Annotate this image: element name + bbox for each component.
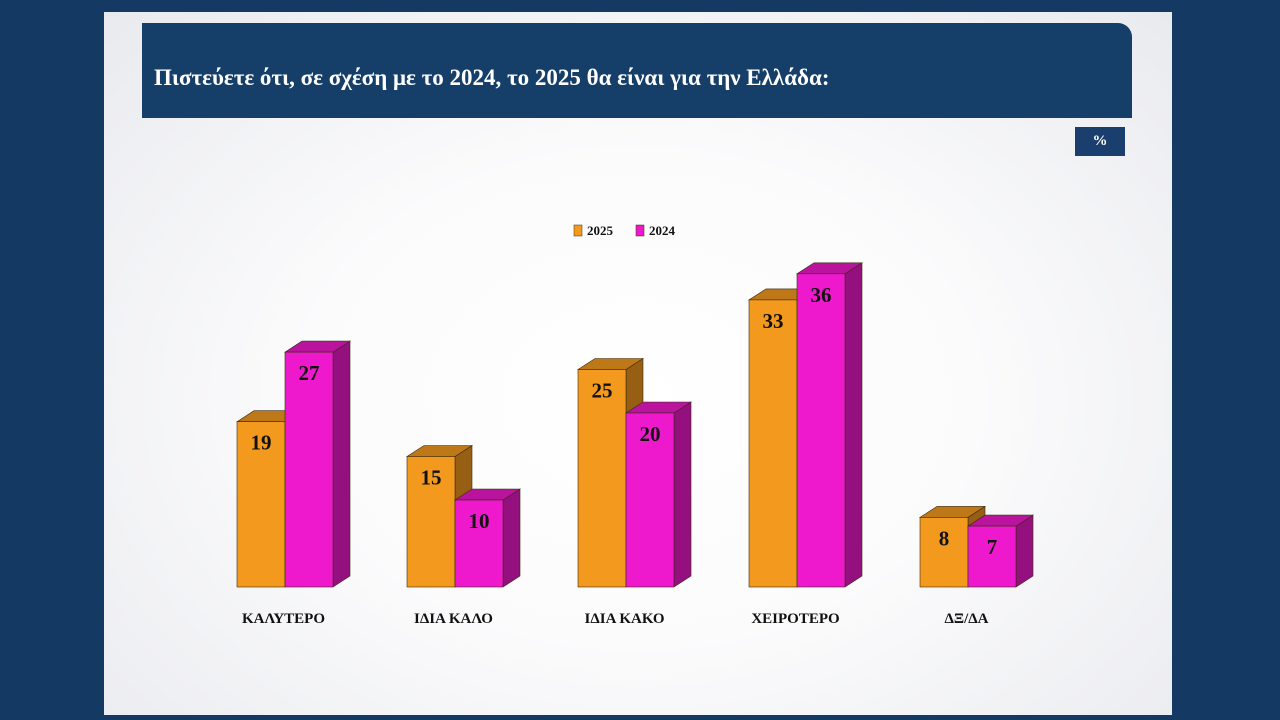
bar-side bbox=[1015, 514, 1034, 588]
bar-2024-4 bbox=[967, 525, 1017, 588]
bar-side bbox=[673, 401, 692, 588]
legend-swatch-2024 bbox=[635, 224, 645, 237]
legend-label: 2024 bbox=[649, 223, 676, 238]
data-label: 27 bbox=[299, 361, 320, 385]
bar-2024-0 bbox=[284, 351, 334, 588]
legend-label: 2025 bbox=[587, 223, 614, 238]
bar-2024-3 bbox=[796, 273, 846, 588]
bar-2024-2 bbox=[625, 412, 675, 588]
data-label: 19 bbox=[251, 431, 272, 455]
title-bar: Πιστεύετε ότι, σε σχέση με το 2024, το 2… bbox=[142, 23, 1132, 118]
bar-side bbox=[502, 488, 521, 588]
data-label: 25 bbox=[592, 379, 613, 403]
data-label: 10 bbox=[469, 509, 490, 533]
bar-side bbox=[332, 340, 351, 588]
category-label: ΧΕΙΡΟΤΕΡΟ bbox=[751, 611, 839, 627]
legend-swatch-2025 bbox=[573, 224, 583, 237]
question-title: Πιστεύετε ότι, σε σχέση με το 2024, το 2… bbox=[154, 65, 830, 90]
category-label: ΔΞ/ΔΑ bbox=[945, 611, 989, 627]
slide-panel: Πιστεύετε ότι, σε σχέση με το 2024, το 2… bbox=[104, 12, 1172, 715]
data-label: 36 bbox=[811, 283, 832, 307]
data-label: 33 bbox=[763, 309, 784, 333]
bar-2025-2 bbox=[577, 369, 627, 588]
category-label: ΙΔΙΑ ΚΑΚΟ bbox=[584, 611, 664, 627]
bar-2025-3 bbox=[748, 299, 798, 588]
data-label: 20 bbox=[640, 422, 661, 446]
bar-2024-1 bbox=[454, 499, 504, 588]
category-label: ΚΑΛΥΤΕΡΟ bbox=[242, 611, 325, 627]
bar-2025-0 bbox=[236, 421, 286, 588]
data-label: 8 bbox=[939, 526, 950, 550]
data-label: 15 bbox=[421, 466, 442, 490]
bar-2025-4 bbox=[919, 517, 969, 588]
category-label: ΙΔΙΑ ΚΑΛΟ bbox=[414, 611, 493, 627]
data-label: 7 bbox=[987, 535, 998, 559]
bar-2025-1 bbox=[406, 456, 456, 588]
bar-side bbox=[844, 262, 863, 588]
unit-badge: % bbox=[1075, 127, 1125, 156]
